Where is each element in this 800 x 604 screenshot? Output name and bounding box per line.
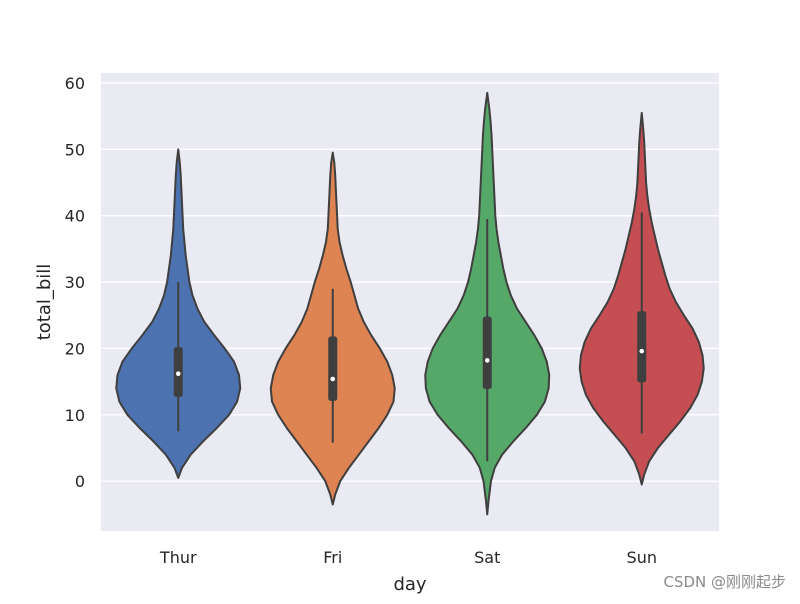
y-tick-label: 50 <box>65 140 85 159</box>
x-tick-labels: Thur Fri Sat Sun <box>159 548 657 567</box>
violin-box-fri <box>328 336 338 401</box>
x-tick-label: Fri <box>323 548 342 567</box>
x-tick-label: Sat <box>474 548 500 567</box>
x-axis-label: day <box>393 574 426 595</box>
violins <box>115 91 705 516</box>
y-tick-label: 0 <box>75 472 85 491</box>
violin-median-sun <box>639 348 645 354</box>
y-tick-labels: 0 10 20 30 40 50 60 <box>65 74 85 491</box>
y-tick-label: 60 <box>65 74 85 93</box>
y-tick-label: 10 <box>65 406 85 425</box>
violin-box-sat <box>482 316 492 389</box>
violin-median-thur <box>175 371 181 376</box>
y-axis-label: total_bill <box>34 264 55 341</box>
y-tick-label: 20 <box>65 339 85 358</box>
violin-box-sun <box>637 311 647 383</box>
violin-median-sat <box>484 358 490 363</box>
y-tick-label: 40 <box>65 207 85 226</box>
violin-median-fri <box>330 376 336 382</box>
x-tick-label: Thur <box>159 548 197 567</box>
y-tick-label: 30 <box>65 273 85 292</box>
x-tick-label: Sun <box>627 548 657 567</box>
watermark-text: CSDN @刚刚起步 <box>663 573 786 591</box>
